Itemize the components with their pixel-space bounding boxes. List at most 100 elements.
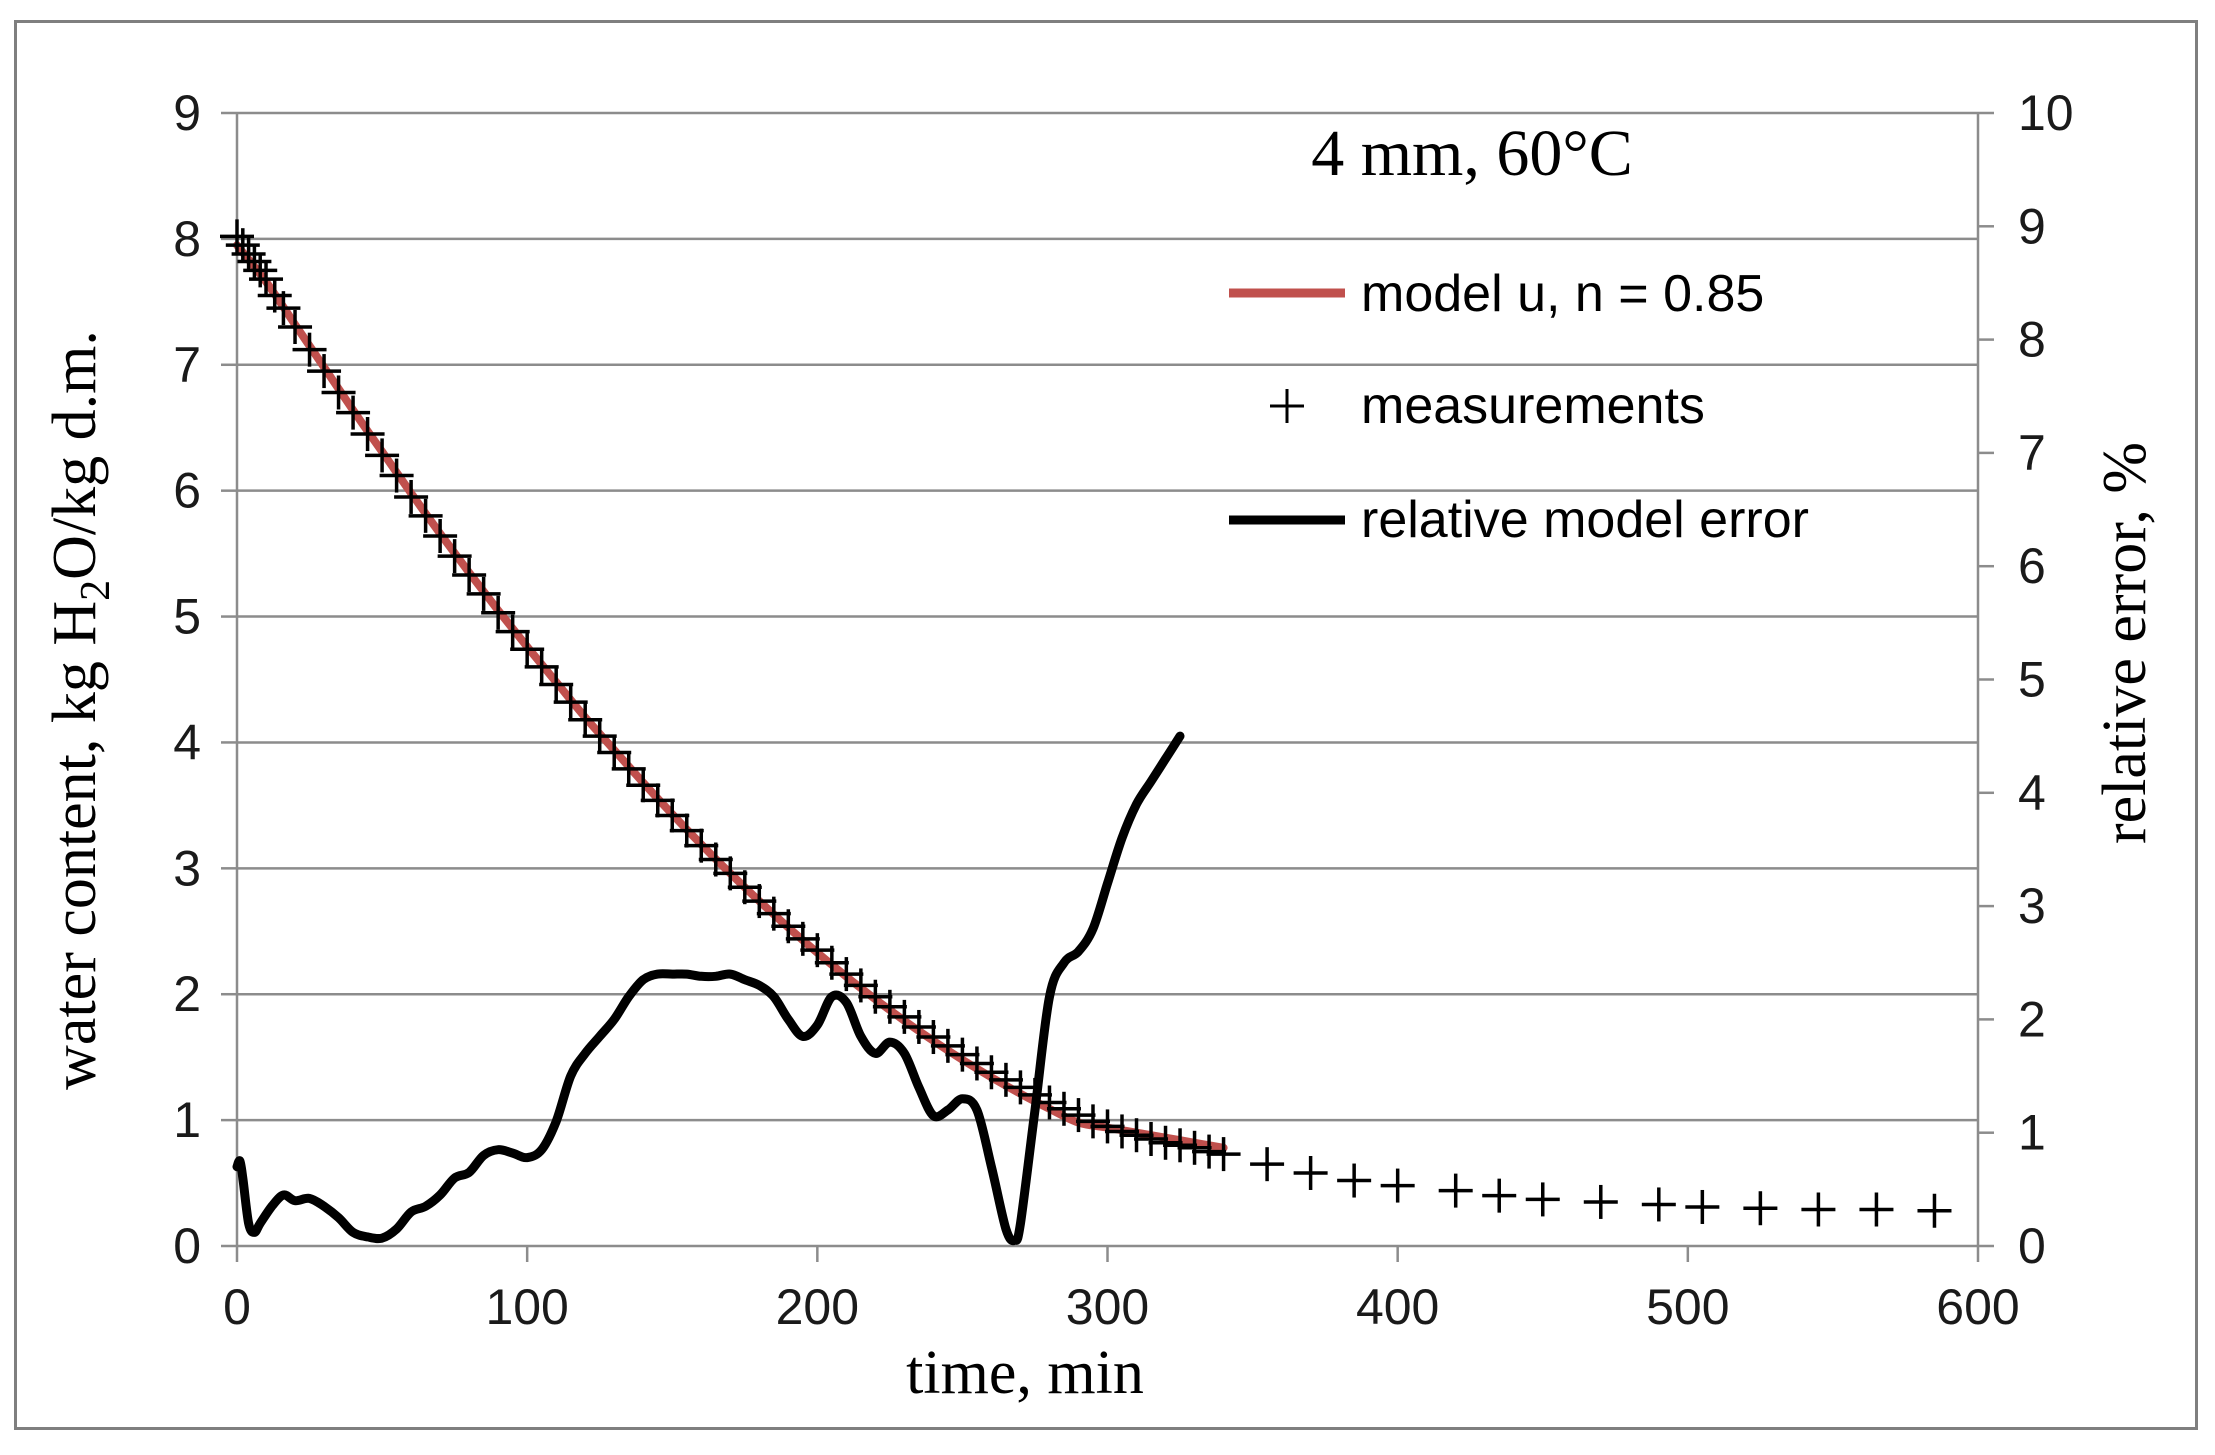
measurement-point (365, 438, 400, 473)
plot-series (220, 219, 1952, 1246)
measurement-point (1250, 1147, 1285, 1182)
measurement-point (684, 828, 719, 863)
x-tick-label-100: 100 (485, 1279, 568, 1335)
x-tick-label-400: 400 (1356, 1279, 1439, 1335)
measurement-point (321, 375, 356, 410)
measurement-point (237, 244, 272, 279)
measurement-point (1337, 1163, 1372, 1198)
y-axis-title-left-prefix: water content, kg H (41, 601, 109, 1090)
measurement-point (243, 253, 278, 288)
measurement-point (916, 1020, 951, 1055)
measurement-point (1206, 1137, 1241, 1172)
chart-annotation: 4 mm, 60°C (1311, 117, 1633, 190)
measurement-point (524, 649, 559, 684)
measurement-point (553, 685, 588, 720)
measurement-point (1148, 1125, 1183, 1160)
measurement-point (945, 1037, 980, 1072)
y-left-tick-label-2: 2 (173, 966, 201, 1022)
measurement-point (669, 813, 704, 848)
measurement-point (582, 719, 617, 754)
measurement-point (1685, 1189, 1720, 1224)
measurement-point (611, 751, 646, 786)
legend-label-error: relative model error (1361, 491, 1809, 549)
axes (221, 111, 1994, 1262)
measurement-point (930, 1028, 965, 1063)
measurement-point (278, 310, 313, 345)
chart-frame: 0 1 2 3 4 5 6 7 8 9 0 1 2 3 4 5 6 7 8 9 10 0 100 200 300 400 500 60… (14, 20, 2198, 1430)
measurement-point (1163, 1128, 1198, 1163)
x-tick-label-0: 0 (223, 1279, 251, 1335)
measurement-point (350, 417, 385, 452)
y-left-tick-label-6: 6 (173, 463, 201, 519)
y-axis-title-right: relative error, % (2091, 442, 2159, 844)
measurement-point (1917, 1193, 1952, 1228)
measurement-point (1438, 1173, 1473, 1208)
y-right-tick-label-9: 9 (2018, 198, 2046, 254)
measurement-point (452, 558, 487, 593)
x-tick-label-200: 200 (776, 1279, 859, 1335)
measurement-point (1177, 1130, 1212, 1165)
measurement-point (266, 291, 301, 326)
measurement-point (698, 842, 733, 877)
measurement-point (1075, 1104, 1110, 1139)
measurement-point (437, 539, 472, 574)
gridlines (237, 111, 1978, 1122)
y-left-tick-label-8: 8 (173, 211, 201, 267)
measurement-point (959, 1046, 994, 1081)
measurement-point (655, 798, 690, 833)
legend-swatch-measurements (1270, 389, 1304, 423)
y-left-tick-label-7: 7 (173, 337, 201, 393)
measurement-point (1801, 1192, 1836, 1227)
legend-label-measurements: measurements (1361, 377, 1705, 435)
measurement-point (1046, 1091, 1081, 1126)
measurement-point (1090, 1109, 1125, 1144)
measurement-point (1583, 1184, 1618, 1219)
y-right-tick-label-0: 0 (2018, 1218, 2046, 1274)
x-tick-label-500: 500 (1646, 1279, 1729, 1335)
measurement-point (1105, 1114, 1140, 1149)
y-left-tick-label-3: 3 (173, 840, 201, 896)
y-left-tick-label-4: 4 (173, 714, 201, 770)
measurement-point (597, 735, 632, 770)
measurement-point (988, 1062, 1023, 1097)
measurement-point (640, 783, 675, 818)
measurement-point (1743, 1191, 1778, 1226)
measurement-point (1859, 1192, 1894, 1227)
measurement-point (568, 702, 603, 737)
y-left-tick-label-1: 1 (173, 1092, 201, 1148)
series-model-line (233, 241, 1228, 1152)
measurement-point (1192, 1134, 1227, 1169)
y-right-tick-label-8: 8 (2018, 312, 2046, 368)
measurement-point (1134, 1121, 1169, 1156)
measurement-point (1482, 1178, 1517, 1213)
measurement-point (974, 1055, 1009, 1090)
y-right-tick-label-5: 5 (2018, 652, 2046, 708)
y-right-tick-label-6: 6 (2018, 538, 2046, 594)
y-right-tick-label-2: 2 (2018, 991, 2046, 1047)
measurement-point (249, 262, 284, 297)
measurement-point (495, 614, 530, 649)
y-right-tick-label-1: 1 (2018, 1105, 2046, 1161)
x-tick-label-300: 300 (1066, 1279, 1149, 1335)
legend: model u, n = 0.85 measurements relative … (1229, 265, 1809, 549)
y-right-tick-label-3: 3 (2018, 878, 2046, 934)
measurement-point (1061, 1098, 1096, 1133)
measurement-point (466, 576, 501, 611)
measurement-point (1017, 1077, 1052, 1112)
measurement-point (539, 667, 574, 702)
y-left-tick-label-0: 0 (173, 1218, 201, 1274)
y-right-tick-label-10: 10 (2018, 85, 2074, 141)
measurement-point (394, 479, 429, 514)
y-axis-title-left: water content, kg H2O/kg d.m. (41, 330, 119, 1090)
legend-label-model: model u, n = 0.85 (1361, 265, 1764, 323)
measurement-point (481, 595, 516, 630)
measurement-point (626, 768, 661, 803)
y-left-tick-label-5: 5 (173, 589, 201, 645)
measurement-point (510, 632, 545, 667)
measurement-point (713, 856, 748, 891)
measurement-point (408, 498, 443, 533)
measurement-point (220, 219, 254, 254)
measurement-point (423, 518, 458, 553)
x-axis-title: time, min (906, 1339, 1144, 1407)
